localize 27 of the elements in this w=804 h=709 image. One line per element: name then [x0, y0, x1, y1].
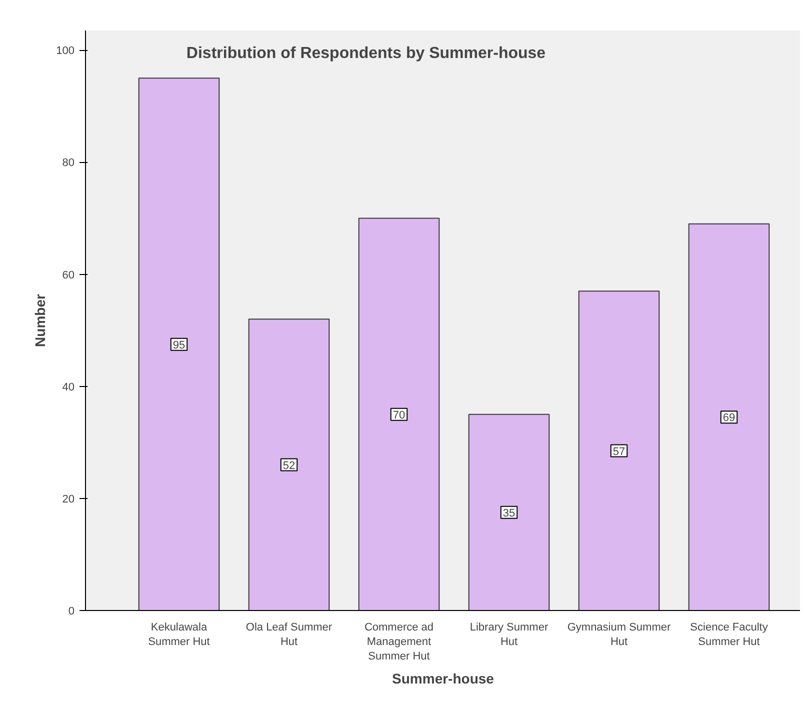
x-tick-label: Ola Leaf Summer Hut: [246, 622, 332, 648]
y-tick-label: 0: [68, 606, 75, 618]
x-tick-label: Kekulawala Summer Hut: [148, 622, 210, 648]
data-label: 70: [392, 409, 406, 422]
y-tick-label: 80: [62, 157, 75, 170]
data-label: 35: [502, 507, 516, 520]
bar: [138, 78, 220, 610]
data-label: 52: [282, 460, 296, 472]
x-tick-label: Gymnasium Summer Hut: [567, 622, 671, 648]
y-tick-label: 100: [56, 45, 75, 58]
y-axis-title: Number: [32, 294, 48, 347]
bar: [358, 218, 440, 610]
bar: [468, 414, 550, 610]
data-label: 69: [722, 412, 736, 424]
x-tick-label: Commerce ad Management Summer Hut: [364, 622, 434, 662]
data-label: 57: [612, 446, 626, 458]
y-tick-label: 40: [62, 381, 75, 394]
text: Distribution of Respondents by Summer-house: [186, 45, 546, 62]
x-axis-title: Summer-house: [392, 670, 494, 686]
x-tick-label: Science Faculty Summer Hut: [690, 622, 768, 648]
bar: [578, 290, 660, 610]
x-tick-label: Library Summer Hut: [470, 622, 548, 648]
bar: [688, 223, 770, 610]
data-label: 95: [172, 339, 186, 352]
y-tick-label: 20: [62, 493, 75, 506]
bar: [248, 318, 330, 610]
y-tick-label: 60: [62, 269, 75, 282]
